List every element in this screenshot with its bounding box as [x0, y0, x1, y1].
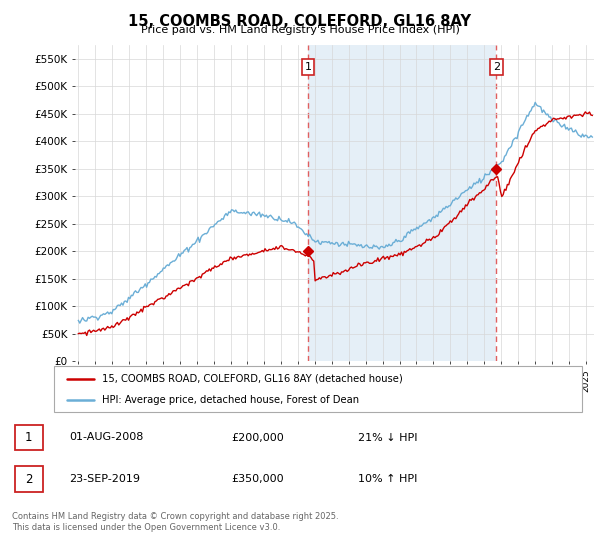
Text: 01-AUG-2008: 01-AUG-2008 [70, 432, 144, 442]
Text: HPI: Average price, detached house, Forest of Dean: HPI: Average price, detached house, Fore… [101, 395, 359, 405]
Text: 21% ↓ HPI: 21% ↓ HPI [358, 432, 417, 442]
Text: £350,000: £350,000 [231, 474, 284, 484]
Text: £200,000: £200,000 [231, 432, 284, 442]
FancyBboxPatch shape [15, 424, 43, 450]
Text: Contains HM Land Registry data © Crown copyright and database right 2025.
This d: Contains HM Land Registry data © Crown c… [12, 512, 338, 532]
Text: 1: 1 [25, 431, 32, 444]
Text: 2: 2 [493, 62, 500, 72]
Text: 2: 2 [25, 473, 32, 486]
Text: 23-SEP-2019: 23-SEP-2019 [70, 474, 140, 484]
Text: 10% ↑ HPI: 10% ↑ HPI [358, 474, 417, 484]
Text: 15, COOMBS ROAD, COLEFORD, GL16 8AY: 15, COOMBS ROAD, COLEFORD, GL16 8AY [128, 14, 472, 29]
FancyBboxPatch shape [54, 366, 582, 412]
Text: 1: 1 [304, 62, 311, 72]
Text: Price paid vs. HM Land Registry's House Price Index (HPI): Price paid vs. HM Land Registry's House … [140, 25, 460, 35]
Bar [308, 45, 496, 361]
FancyBboxPatch shape [15, 466, 43, 492]
Text: 15, COOMBS ROAD, COLEFORD, GL16 8AY (detached house): 15, COOMBS ROAD, COLEFORD, GL16 8AY (det… [101, 374, 402, 384]
